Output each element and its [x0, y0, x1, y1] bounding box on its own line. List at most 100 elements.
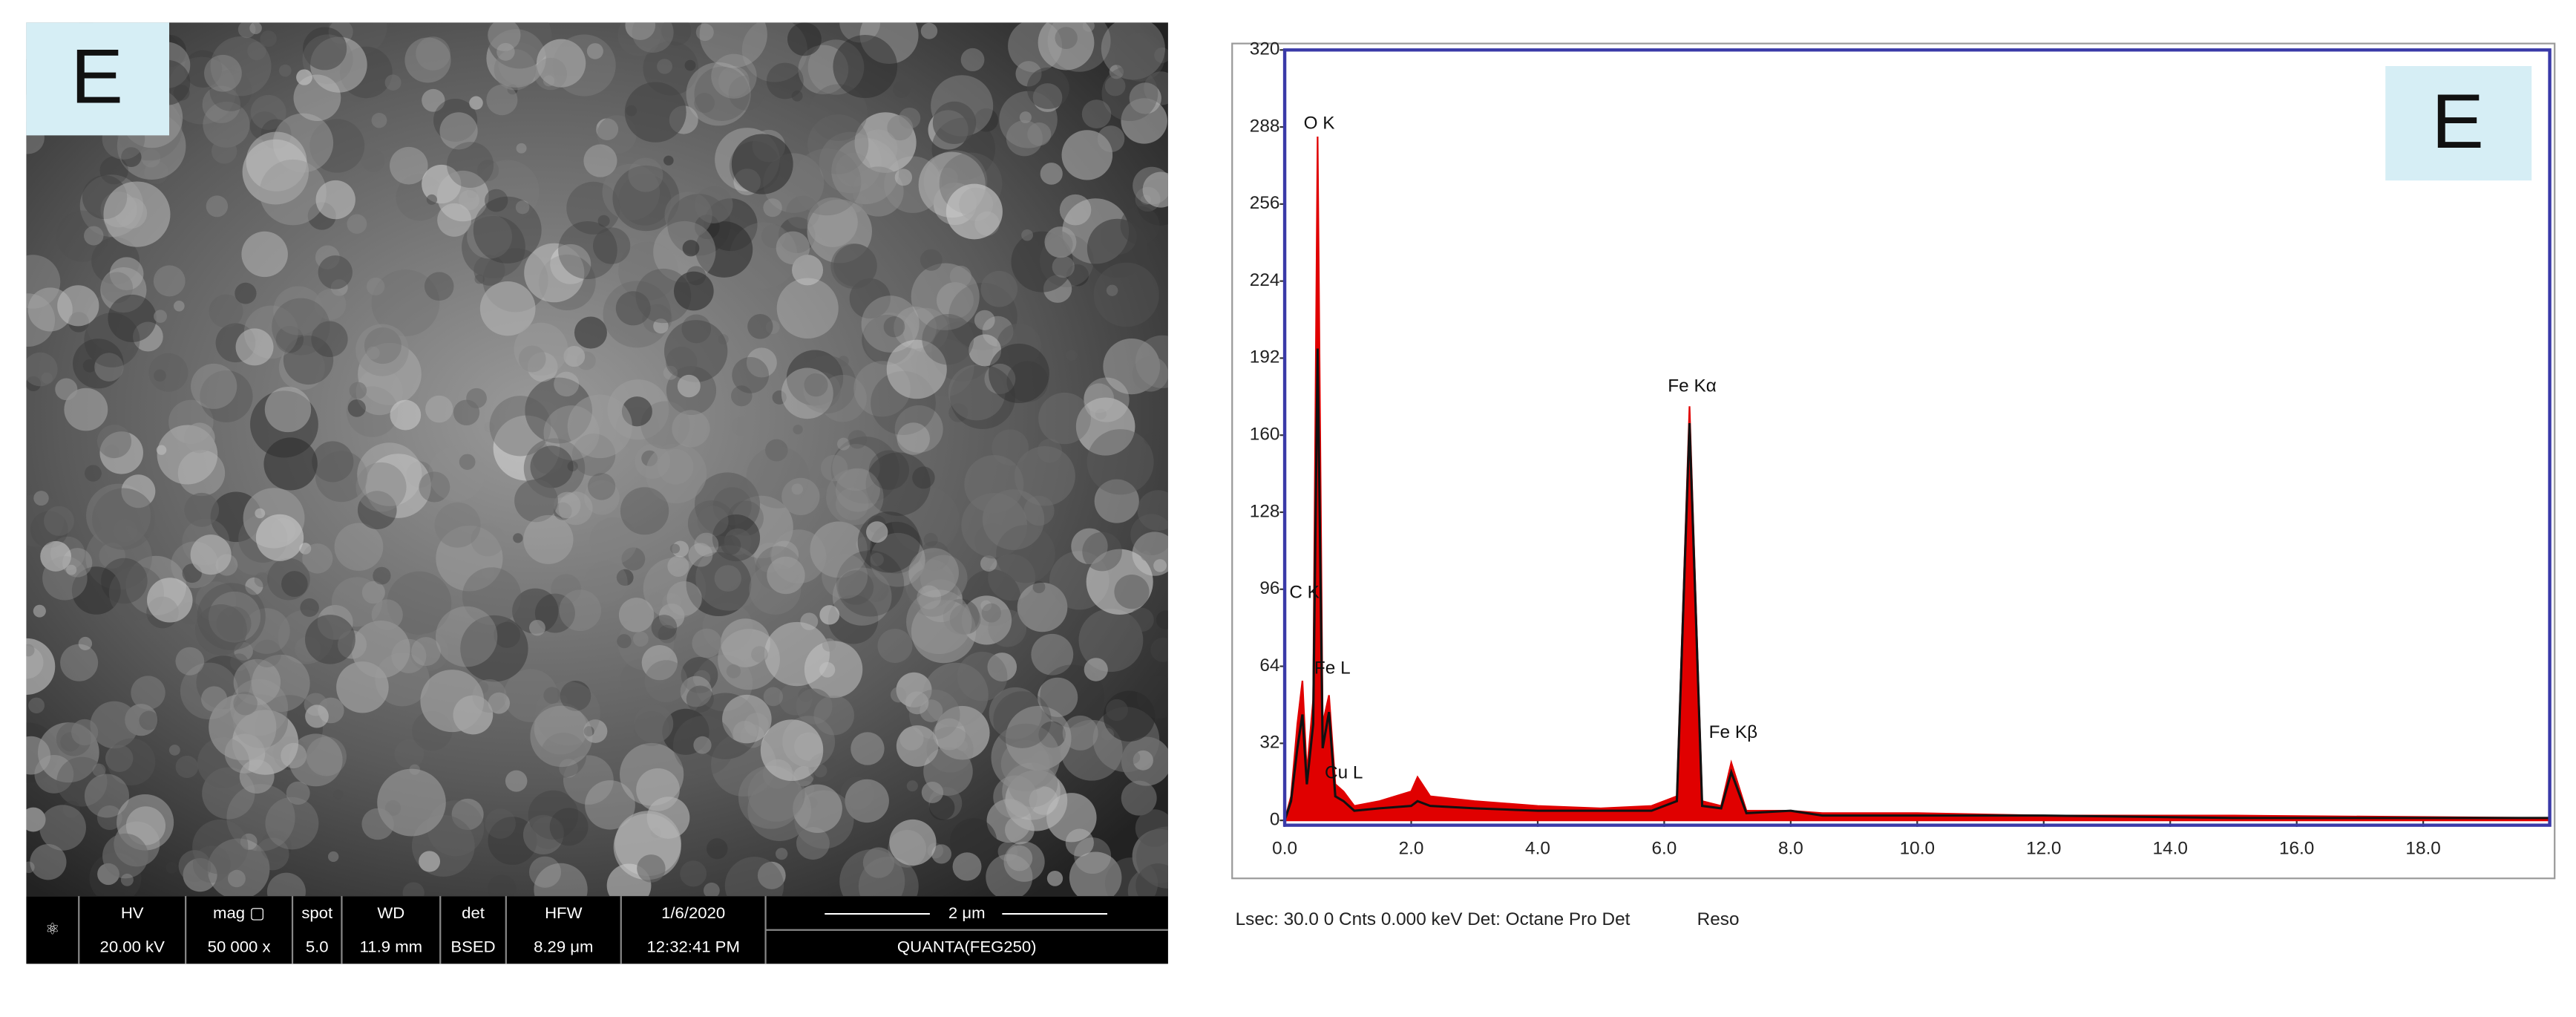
sem-grain [315, 180, 355, 220]
sem-grain [1130, 514, 1168, 555]
sem-grain [822, 554, 868, 599]
sem-grain [260, 30, 277, 48]
sem-grain [863, 577, 889, 602]
sem-grain [837, 437, 851, 451]
sem-grain [516, 143, 527, 154]
sem-grain [1040, 163, 1063, 185]
sem-grain [856, 537, 872, 553]
sem-grain [1135, 335, 1168, 388]
sem-grain [1135, 186, 1161, 212]
sem-grain [103, 181, 171, 247]
sem-grain [1095, 408, 1107, 420]
sem-grain [243, 608, 290, 654]
sem-grain [820, 454, 848, 482]
sem-grain [922, 313, 974, 365]
sem-grain [1040, 664, 1104, 728]
sem-grain [1156, 610, 1168, 630]
sem-grain [957, 740, 969, 751]
sem-grain [952, 852, 982, 881]
sem-grain [488, 817, 537, 866]
sem-grain [991, 723, 1061, 791]
peak-label: Fe Kα [1668, 376, 1717, 396]
sem-grain [192, 819, 249, 874]
info-header: HV [121, 903, 144, 922]
sem-grain [662, 592, 681, 612]
sem-grain [838, 356, 849, 367]
sem-grain [84, 226, 104, 246]
sem-grain [618, 241, 678, 301]
sem-grain [950, 818, 997, 865]
sem-grain [488, 22, 521, 51]
sem-grain [534, 57, 568, 91]
sem-grain [488, 874, 517, 897]
sem-grain [263, 437, 318, 491]
sem-grain [718, 334, 729, 345]
sem-grain [394, 739, 425, 769]
sem-grain [1141, 550, 1152, 561]
sem-grain [459, 190, 479, 211]
sem-grain [763, 198, 782, 218]
sem-grain [1037, 438, 1062, 463]
sem-grain [543, 687, 561, 704]
sem-grain [1084, 658, 1108, 681]
sem-grain [184, 422, 215, 454]
sem-grain [260, 831, 292, 862]
sem-grain [255, 508, 266, 519]
sem-grain [871, 370, 936, 435]
sem-grain [424, 272, 454, 301]
sem-grain [153, 265, 186, 297]
sem-grain [428, 445, 485, 502]
sem-grain [897, 422, 930, 455]
sem-grain [574, 316, 607, 349]
sem-grain [550, 243, 591, 284]
sem-grain [862, 314, 914, 365]
sem-grain [216, 606, 252, 641]
sem-grain [226, 784, 295, 851]
sem-grain [33, 604, 46, 618]
sem-grain [1101, 22, 1165, 80]
sem-grain [603, 281, 672, 348]
sem-grain [921, 782, 944, 803]
sem-grain [439, 112, 478, 150]
sem-grain [530, 445, 574, 488]
sem-grain [635, 444, 671, 479]
sem-grain [763, 687, 784, 707]
sem-grain [1006, 845, 1033, 872]
sem-grain [887, 114, 914, 141]
sem-grain [883, 316, 905, 338]
sem-grain [302, 543, 333, 574]
sem-grain [361, 808, 394, 840]
sem-grain [731, 416, 751, 436]
sem-grain [44, 506, 74, 536]
sem-grain [633, 710, 669, 747]
sem-grain [518, 345, 546, 373]
sem-grain [632, 631, 649, 647]
sem-grain [886, 339, 947, 399]
sem-grain [597, 215, 610, 227]
sem-grain [964, 454, 1024, 514]
sem-grain [586, 43, 603, 59]
sem-grain [1038, 677, 1078, 717]
info-header: 1/6/2020 [661, 903, 725, 922]
sem-grain [997, 842, 1018, 862]
sem-grain [905, 691, 929, 715]
sem-grain [920, 22, 938, 39]
sem-grain [474, 274, 485, 284]
sem-grain [915, 339, 974, 397]
sem-grain [242, 139, 309, 205]
info-header: det [462, 903, 485, 922]
sem-grain [658, 624, 677, 644]
sem-grain [1069, 851, 1122, 897]
sem-grain [147, 578, 193, 623]
sem-grain [251, 654, 310, 713]
info-value: 50 000 x [208, 938, 271, 956]
sem-grain [682, 240, 700, 257]
sem-grain [851, 732, 885, 765]
sem-grain [699, 22, 767, 68]
sem-grain [936, 167, 958, 189]
sem-grain [721, 535, 741, 555]
sem-grain [227, 869, 246, 888]
sem-grain [1026, 67, 1069, 109]
sem-grain [488, 692, 511, 714]
y-tick-label: 192 [1250, 347, 1280, 367]
